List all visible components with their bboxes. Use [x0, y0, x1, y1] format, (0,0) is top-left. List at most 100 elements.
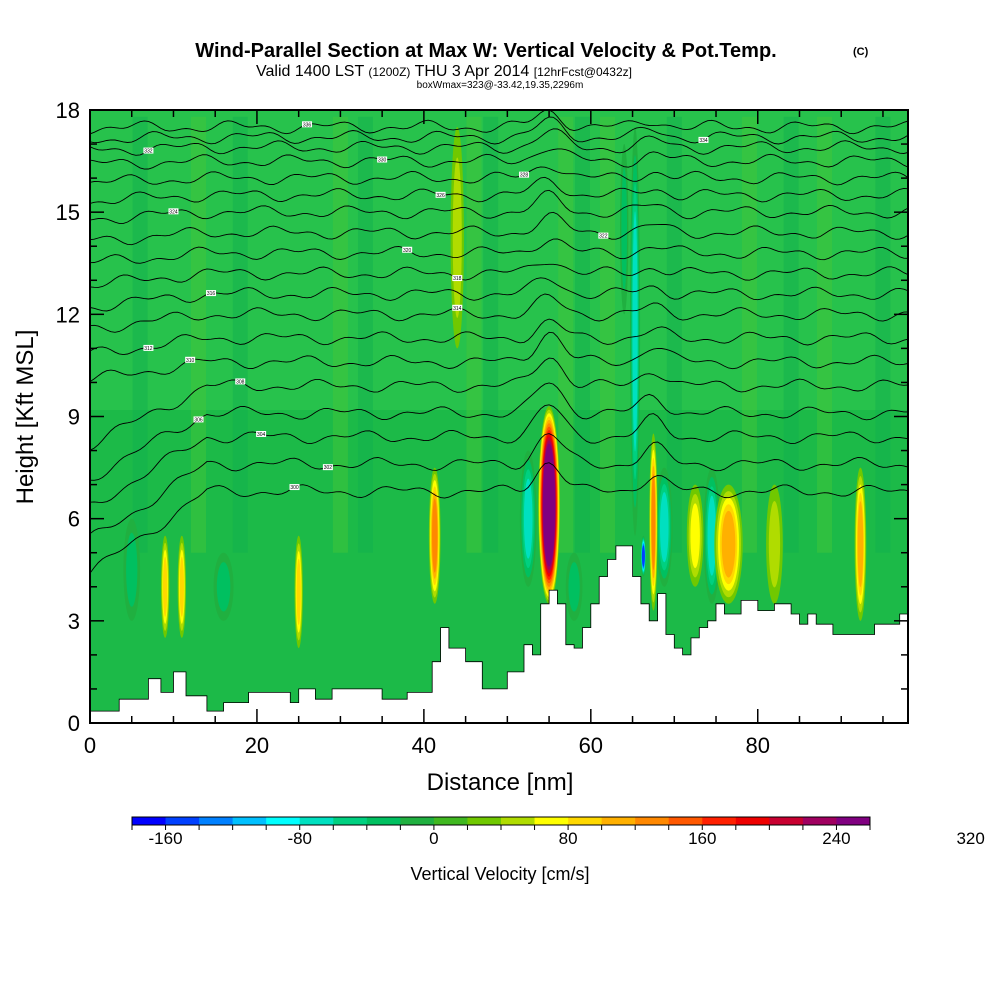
w-streak — [466, 116, 482, 553]
theta-contour — [90, 176, 908, 204]
colorbar-swatch — [400, 817, 435, 825]
colorbar-swatch — [802, 817, 837, 825]
theta-contour — [90, 318, 908, 356]
subtitle-date: THU 3 Apr 2014 — [415, 63, 530, 80]
downdraft-plume — [632, 211, 638, 452]
y-tick-label: 9 — [68, 405, 80, 430]
theta-label-box — [519, 171, 530, 178]
theta-label: 306 — [194, 417, 203, 423]
chart-subtitle: Valid 1400 LST (1200Z) THU 3 Apr 2014 [1… — [256, 63, 632, 80]
theta-contour — [90, 293, 908, 333]
theta-label-box — [193, 416, 204, 423]
w-streak — [666, 116, 682, 553]
x-tick-label: 40 — [412, 733, 436, 758]
theta-label-box — [289, 484, 300, 491]
colorbar-swatch — [467, 817, 502, 825]
theta-label: 328 — [520, 173, 529, 179]
theta-label: 316 — [207, 291, 216, 297]
theta-label: 314 — [453, 306, 462, 312]
updraft-plume — [432, 498, 438, 573]
theta-label-box — [143, 344, 154, 351]
theta-label-box — [256, 430, 267, 437]
colorbar-tick-label: 320 — [956, 829, 984, 848]
downdraft-plume — [523, 478, 533, 559]
x-tick-label: 60 — [579, 733, 603, 758]
box-info: boxWmax=323@-33.42,19.35,2296m — [417, 80, 584, 91]
colorbar-swatch — [568, 817, 603, 825]
w-streak — [599, 116, 616, 553]
colorbar-swatch — [836, 817, 871, 825]
theta-label-box — [185, 356, 196, 363]
theta-contour — [90, 211, 908, 246]
w-plumes-layer — [123, 127, 867, 649]
theta-contour — [90, 277, 908, 312]
theta-contour — [90, 166, 908, 186]
y-tick-label: 0 — [68, 711, 80, 736]
theta-contour — [90, 462, 908, 574]
w-streak — [574, 116, 590, 553]
theta-label: 334 — [699, 138, 708, 144]
copyright-mark: (C) — [853, 46, 869, 58]
theta-label: 330 — [378, 158, 387, 164]
theta-label-box — [452, 304, 463, 311]
theta-contour — [90, 116, 908, 145]
colorbar-swatch — [668, 817, 703, 825]
plot-area: 300 302 304 306 308 310 312 314 316 318 320 322 324 3… — [90, 110, 908, 723]
colorbar-swatch — [534, 817, 569, 825]
chart-title: Wind-Parallel Section at Max W: Vertical… — [195, 40, 776, 62]
theta-label-box — [598, 232, 609, 239]
theta-label-box — [435, 191, 446, 198]
terrain-layer — [90, 545, 908, 723]
w-streak — [558, 116, 574, 553]
theta-label: 312 — [144, 346, 153, 352]
theta-label-box — [452, 275, 463, 282]
theta-label: 310 — [186, 358, 195, 364]
theta-contour — [90, 148, 908, 170]
streaks-layer — [132, 116, 891, 553]
w-streak — [232, 116, 248, 553]
w-streak — [741, 116, 757, 553]
updraft-plume — [768, 501, 781, 588]
w-streak — [132, 116, 148, 553]
y-axis: 0 3 6 9 12 15 18 — [56, 98, 908, 736]
theta-contour — [90, 189, 908, 224]
colorbar-swatch — [366, 817, 401, 825]
w-streak — [783, 116, 799, 553]
updraft-plume — [651, 474, 656, 571]
y-tick-label: 3 — [68, 609, 80, 634]
theta-label-box — [302, 121, 313, 128]
colorbar-label: Vertical Velocity [cm/s] — [410, 864, 589, 884]
w-streak — [332, 116, 348, 553]
colorbar-tick-label: 240 — [822, 829, 850, 848]
colorbar-swatch — [702, 817, 737, 825]
theta-label: 304 — [257, 432, 266, 438]
colorbar-swatch — [266, 817, 301, 825]
colorbar-swatch — [232, 817, 267, 825]
colorbar-swatch — [735, 817, 770, 825]
w-streak — [357, 116, 373, 553]
downdraft-plume — [621, 167, 628, 291]
theta-label-box — [402, 246, 413, 253]
theta-label: 326 — [436, 193, 445, 199]
updraft-plume — [857, 501, 864, 588]
colorbar-swatch — [199, 817, 234, 825]
downdraft-plume — [568, 562, 580, 612]
colorbar-tick-label: 160 — [688, 829, 716, 848]
colorbar-tick-label: 0 — [429, 829, 438, 848]
terrain-mask — [90, 545, 908, 723]
subtitle-forecast: [12hrFcst@0432z] — [534, 65, 632, 79]
y-tick-label: 18 — [56, 98, 80, 123]
y-tick-label: 15 — [56, 200, 80, 225]
x-tick-label: 80 — [746, 733, 770, 758]
theta-contour — [90, 331, 908, 382]
colorbar-swatch — [601, 817, 636, 825]
updraft-plume — [179, 556, 184, 617]
theta-contour — [90, 238, 908, 264]
y-axis-label: Height [Kft MSL] — [12, 330, 39, 505]
w-streak — [817, 116, 833, 553]
theta-label-box — [322, 464, 333, 471]
theta-contour — [90, 433, 908, 535]
theta-contour — [90, 404, 908, 503]
theta-contour — [90, 263, 908, 288]
